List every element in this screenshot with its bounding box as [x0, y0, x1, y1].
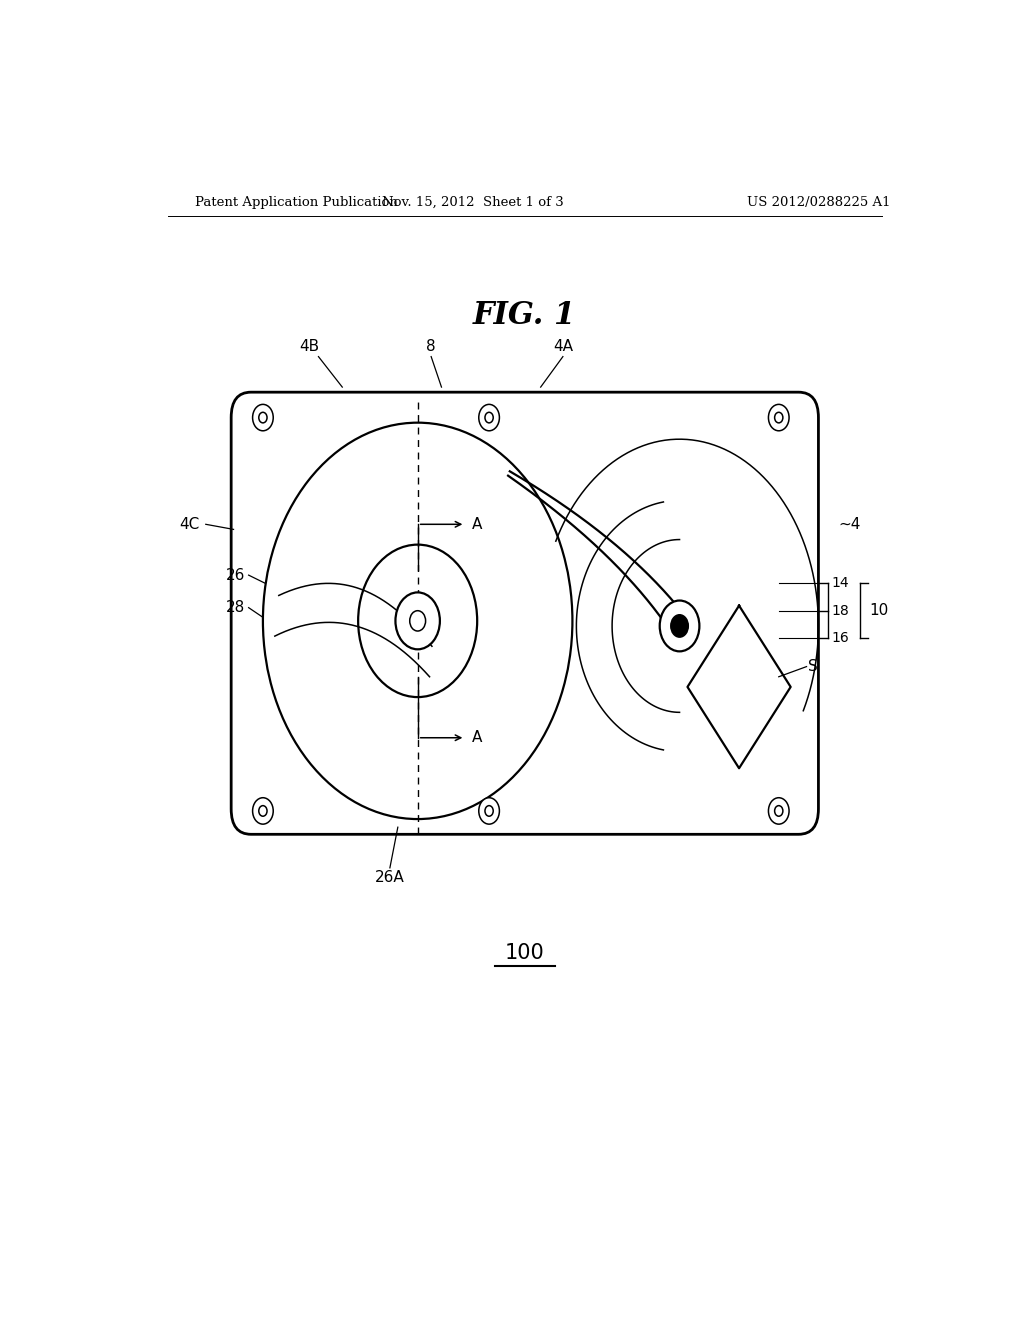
Text: 18: 18	[831, 603, 850, 618]
Text: Nov. 15, 2012  Sheet 1 of 3: Nov. 15, 2012 Sheet 1 of 3	[382, 195, 564, 209]
Text: 4C: 4C	[179, 517, 200, 532]
Circle shape	[259, 805, 267, 816]
Text: 10: 10	[869, 603, 889, 618]
Text: 26: 26	[226, 568, 246, 582]
Text: A: A	[472, 730, 482, 746]
Circle shape	[774, 805, 783, 816]
Circle shape	[253, 797, 273, 824]
Text: 100: 100	[505, 944, 545, 964]
Circle shape	[659, 601, 699, 651]
Text: 28: 28	[226, 601, 246, 615]
Circle shape	[768, 404, 790, 430]
Circle shape	[253, 404, 273, 430]
Circle shape	[259, 412, 267, 422]
Text: Patent Application Publication: Patent Application Publication	[196, 195, 398, 209]
Circle shape	[485, 412, 494, 422]
Text: A: A	[472, 517, 482, 532]
Circle shape	[395, 593, 440, 649]
Text: 14: 14	[831, 577, 850, 590]
Circle shape	[358, 545, 477, 697]
Circle shape	[671, 615, 688, 638]
Text: 4B: 4B	[299, 338, 319, 354]
Text: S: S	[808, 659, 818, 675]
FancyBboxPatch shape	[231, 392, 818, 834]
Text: US 2012/0288225 A1: US 2012/0288225 A1	[748, 195, 891, 209]
Circle shape	[774, 412, 783, 422]
Text: FIG. 1: FIG. 1	[473, 301, 577, 331]
Circle shape	[410, 611, 426, 631]
Text: 4A: 4A	[553, 338, 572, 354]
Text: 16: 16	[831, 631, 850, 645]
Circle shape	[768, 797, 790, 824]
Text: 8: 8	[426, 338, 436, 354]
Circle shape	[479, 797, 500, 824]
Circle shape	[479, 404, 500, 430]
Circle shape	[485, 805, 494, 816]
Text: 26A: 26A	[375, 870, 404, 884]
Text: ~4: ~4	[839, 517, 860, 532]
Circle shape	[263, 422, 572, 818]
